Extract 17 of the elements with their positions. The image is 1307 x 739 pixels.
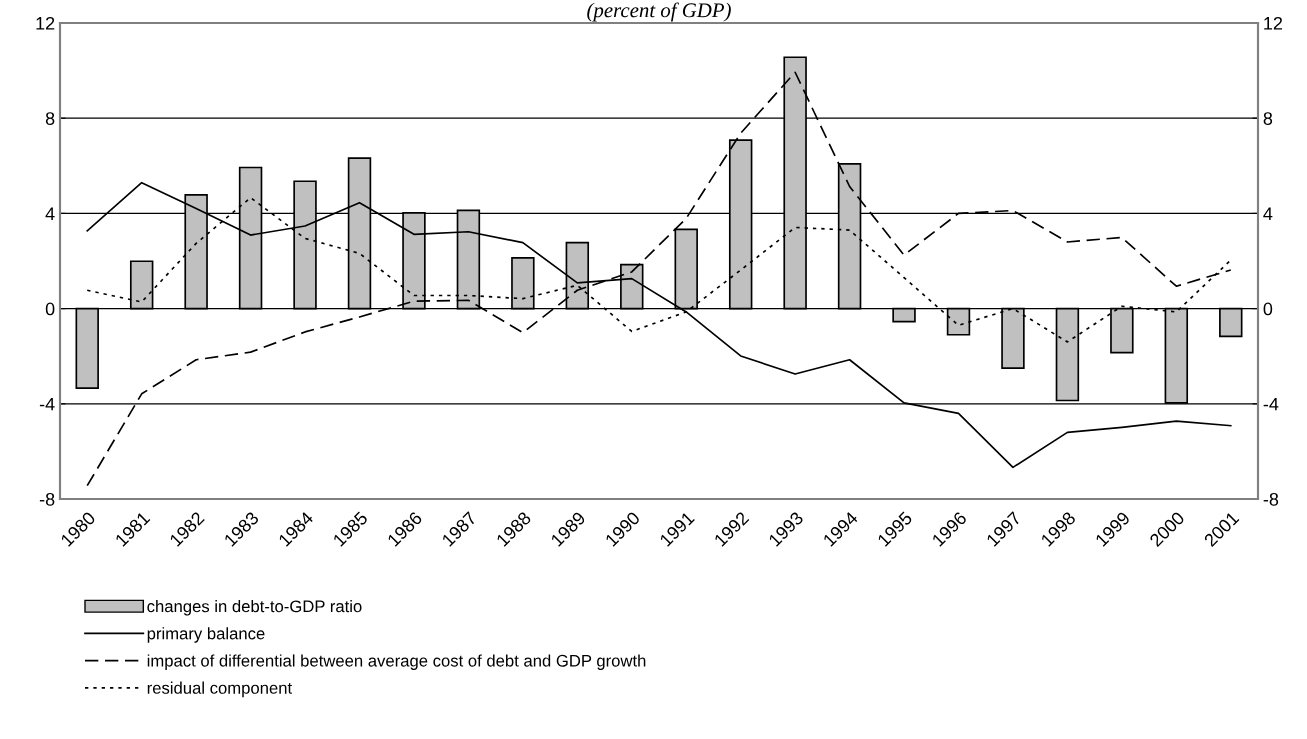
legend-label: impact of differential between average cost of debt and GDP growth	[147, 654, 646, 670]
y-tick-label: -4	[39, 397, 55, 411]
legend-label: residual component	[147, 681, 292, 698]
y2-tick-label: -8	[1263, 492, 1279, 506]
y-tick-label: 12	[36, 16, 55, 30]
y-tick-label: 4	[45, 207, 55, 220]
legend-label: primary balance	[147, 627, 265, 643]
y2-tick-label: 12	[1264, 16, 1283, 30]
y2-tick-label: 8	[1263, 112, 1273, 125]
y2-tick-label: 4	[1263, 207, 1273, 220]
y2-tick-label: -4	[1263, 397, 1279, 411]
y2-tick-label: 0	[1263, 302, 1273, 316]
y-tick-label: 8	[45, 112, 55, 125]
chart-subtitle: (percent of GDP)	[587, 2, 731, 22]
y-tick-label: 0	[45, 302, 55, 316]
legend-label: changes in debt-to-GDP ratio	[147, 600, 362, 616]
y-tick-label: -8	[39, 492, 55, 506]
